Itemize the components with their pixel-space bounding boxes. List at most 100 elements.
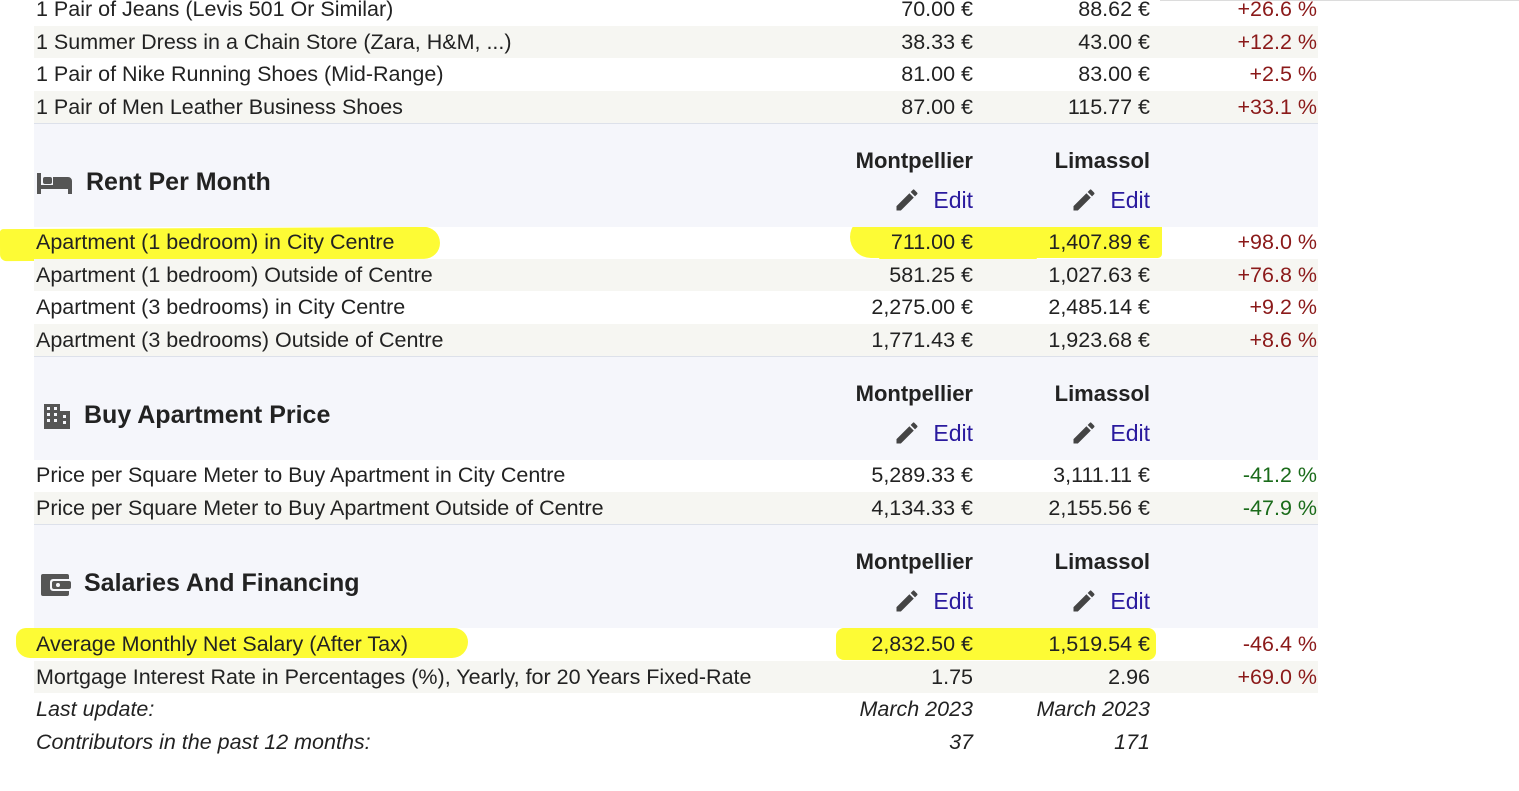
row-label: Price per Square Meter to Buy Apartment … <box>36 463 566 487</box>
city2-value: 2,485.14 € <box>1048 295 1150 319</box>
city2-value: 1,923.68 € <box>1048 327 1150 352</box>
contributors-row: Contributors in the past 12 months: 37 1… <box>34 726 1318 759</box>
table-row: Apartment (3 bedrooms) Outside of Centre… <box>34 323 1318 356</box>
percent-diff: +69.0 % <box>1237 664 1318 689</box>
col-header-city2: Limassol <box>1054 148 1150 173</box>
row-label: Apartment (1 bedroom) Outside of Centre <box>36 262 433 287</box>
edit-label[interactable]: Edit <box>933 186 973 213</box>
rent-section-header: Rent Per Month Montpellier Limassol Edit… <box>34 123 1318 227</box>
edit-city2-button[interactable]: Edit <box>1070 587 1150 615</box>
city2-value: 88.62 € <box>1078 0 1150 21</box>
percent-diff: +8.6 % <box>1249 327 1317 352</box>
city1-value: 87.00 € <box>901 94 973 119</box>
row-label: 1 Summer Dress in a Chain Store (Zara, H… <box>36 29 512 54</box>
city2-value: 115.77 € <box>1067 94 1150 119</box>
pencil-icon <box>896 422 918 444</box>
rent-title: Rent Per Month <box>86 168 271 196</box>
row-label: Average Monthly Net Salary (After Tax) <box>36 632 409 656</box>
percent-diff: +26.6 % <box>1237 0 1318 21</box>
pencil-icon <box>1073 422 1095 444</box>
city1-value: 581.25 € <box>889 262 973 287</box>
wallet-icon <box>41 573 71 596</box>
table-row: 1 Pair of Jeans (Levis 501 Or Similar) 7… <box>34 0 1318 26</box>
top-divider <box>1160 0 1519 1</box>
percent-diff: +98.0 % <box>1237 230 1318 254</box>
city2-value: 2,155.56 € <box>1048 495 1150 520</box>
section-title: Salaries And Financing <box>40 569 360 598</box>
edit-label[interactable]: Edit <box>933 419 973 446</box>
pencil-icon <box>896 189 918 211</box>
city2-value: 1,519.54 € <box>1048 632 1150 656</box>
city2-value: 1,407.89 € <box>1048 230 1150 254</box>
last-update-city1: March 2023 <box>859 697 973 721</box>
salaries-title: Salaries And Financing <box>84 569 360 597</box>
contributors-city1: 37 <box>949 729 973 754</box>
table-row: Price per Square Meter to Buy Apartment … <box>34 491 1318 524</box>
table-row: Apartment (1 bedroom) in City Centre 711… <box>34 226 1318 259</box>
edit-label[interactable]: Edit <box>1110 186 1150 213</box>
section-title: Rent Per Month <box>36 168 271 197</box>
percent-diff: -47.9 % <box>1242 495 1317 520</box>
table-row: Average Monthly Net Salary (After Tax) 2… <box>34 628 1318 661</box>
city2-value: 83.00 € <box>1078 62 1150 86</box>
section-title: Buy Apartment Price <box>42 401 330 430</box>
percent-diff: +12.2 % <box>1237 29 1318 54</box>
table-row: Price per Square Meter to Buy Apartment … <box>34 459 1318 492</box>
percent-diff: +9.2 % <box>1249 295 1317 319</box>
salaries-section-rows: Average Monthly Net Salary (After Tax) 2… <box>34 628 1318 758</box>
table-row: Apartment (3 bedrooms) in City Centre 2,… <box>34 291 1318 324</box>
buy-title: Buy Apartment Price <box>84 401 331 429</box>
table-row: 1 Summer Dress in a Chain Store (Zara, H… <box>34 25 1318 58</box>
row-label: 1 Pair of Nike Running Shoes (Mid-Range) <box>36 62 444 86</box>
table-row: 1 Pair of Men Leather Business Shoes 87.… <box>34 90 1318 123</box>
contributors-label: Contributors in the past 12 months: <box>36 729 371 754</box>
city1-value: 2,832.50 € <box>871 632 973 656</box>
row-label: Apartment (1 bedroom) in City Centre <box>36 230 395 254</box>
edit-city1-button[interactable]: Edit <box>893 419 973 447</box>
city1-value: 1.75 <box>931 664 973 689</box>
table-row: 1 Pair of Nike Running Shoes (Mid-Range)… <box>34 58 1318 91</box>
percent-diff: +33.1 % <box>1237 94 1318 119</box>
salaries-section-header: Salaries And Financing Montpellier Limas… <box>34 524 1318 628</box>
city2-value: 43.00 € <box>1078 29 1150 54</box>
col-header-city2: Limassol <box>1054 549 1150 574</box>
city1-value: 81.00 € <box>901 62 973 86</box>
percent-diff: -46.4 % <box>1242 632 1317 656</box>
table-row: Apartment (1 bedroom) Outside of Centre … <box>34 258 1318 291</box>
edit-label[interactable]: Edit <box>933 587 973 614</box>
city1-value: 4,134.33 € <box>871 495 973 520</box>
percent-diff: +2.5 % <box>1249 62 1317 86</box>
col-header-city1: Montpellier <box>855 148 973 173</box>
bed-icon <box>37 172 72 194</box>
city1-value: 711.00 € <box>890 230 973 254</box>
city2-value: 2.96 <box>1108 664 1150 689</box>
edit-city1-button[interactable]: Edit <box>893 587 973 615</box>
edit-city2-button[interactable]: Edit <box>1070 186 1150 214</box>
edit-city1-button[interactable]: Edit <box>893 186 973 214</box>
city1-value: 1,771.43 € <box>871 327 973 352</box>
pencil-icon <box>1073 189 1095 211</box>
edit-city2-button[interactable]: Edit <box>1070 419 1150 447</box>
row-label: Apartment (3 bedrooms) in City Centre <box>36 295 406 319</box>
percent-diff: +76.8 % <box>1237 262 1318 287</box>
row-label: 1 Pair of Men Leather Business Shoes <box>36 94 403 119</box>
row-label: 1 Pair of Jeans (Levis 501 Or Similar) <box>36 0 394 21</box>
row-label: Price per Square Meter to Buy Apartment … <box>36 495 604 520</box>
clothing-section: 1 Pair of Jeans (Levis 501 Or Similar) 7… <box>34 0 1318 123</box>
edit-label[interactable]: Edit <box>1110 419 1150 446</box>
row-label: Mortgage Interest Rate in Percentages (%… <box>36 664 752 689</box>
edit-label[interactable]: Edit <box>1110 587 1150 614</box>
contributors-city2: 171 <box>1114 729 1150 754</box>
row-label: Apartment (3 bedrooms) Outside of Centre <box>36 327 444 352</box>
last-update-row: Last update: March 2023 March 2023 <box>34 693 1318 726</box>
col-header-city1: Montpellier <box>855 549 973 574</box>
buy-section-rows: Price per Square Meter to Buy Apartment … <box>34 459 1318 524</box>
building-icon <box>44 403 70 429</box>
city2-value: 1,027.63 € <box>1048 262 1150 287</box>
table-row: Mortgage Interest Rate in Percentages (%… <box>34 660 1318 693</box>
col-header-city2: Limassol <box>1054 381 1150 406</box>
city1-value: 38.33 € <box>901 29 973 54</box>
last-update-label: Last update: <box>36 697 155 721</box>
city2-value: 3,111.11 € <box>1053 463 1150 487</box>
city1-value: 70.00 € <box>901 0 973 21</box>
